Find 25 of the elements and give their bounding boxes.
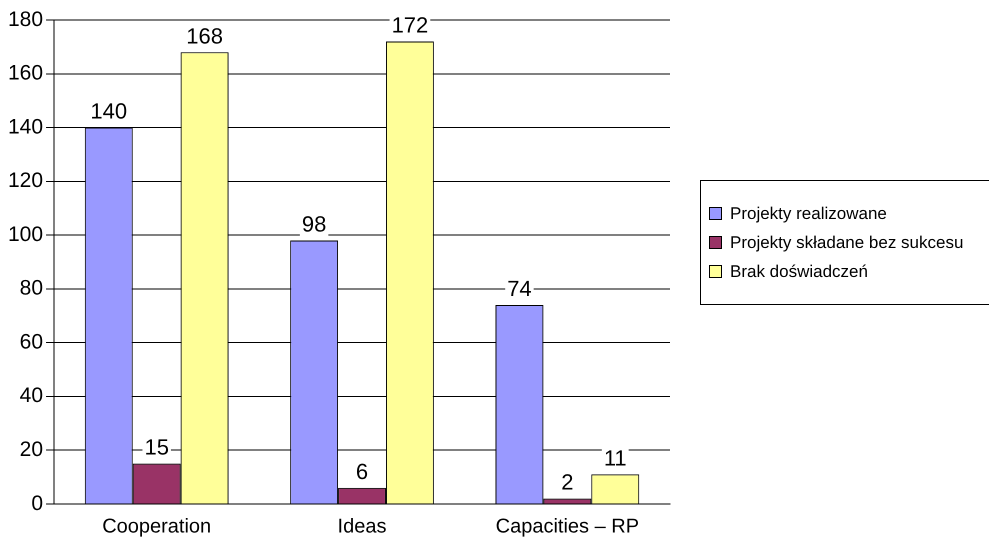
- y-tick-label: 100: [8, 222, 44, 246]
- data-label: 74: [507, 276, 532, 302]
- y-tick-label: 160: [8, 62, 44, 85]
- y-tick-label: 20: [20, 438, 44, 462]
- x-tick-label: Capacities – RP: [496, 516, 640, 538]
- data-label: 15: [144, 434, 169, 460]
- y-tick-label: 80: [20, 276, 44, 300]
- legend-label: Projekty składane bez sukcesu: [730, 232, 964, 253]
- y-tick-label: 140: [8, 115, 44, 138]
- data-label: 168: [186, 23, 223, 48]
- legend-label: Brak doświadczeń: [730, 261, 868, 282]
- data-label: 6: [356, 458, 368, 484]
- data-label: 2: [561, 470, 574, 495]
- y-tick-label: 180: [8, 8, 44, 31]
- y-tick-label: 60: [20, 330, 44, 354]
- y-tick-label: 40: [20, 384, 44, 408]
- data-label: 98: [302, 212, 326, 237]
- y-tick-label: 120: [8, 169, 44, 192]
- legend-label: Projekty realizowane: [730, 203, 887, 224]
- data-label: 11: [604, 445, 627, 470]
- x-tick-label: Cooperation: [102, 516, 212, 538]
- x-tick-label: Ideas: [338, 516, 386, 538]
- data-label: 172: [392, 12, 428, 38]
- data-label: 140: [90, 98, 128, 124]
- y-tick-label: 0: [31, 492, 44, 515]
